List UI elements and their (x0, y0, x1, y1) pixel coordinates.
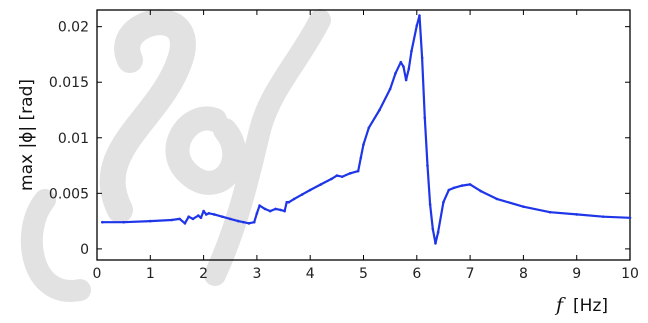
y-tick-label: 0.015 (49, 75, 89, 91)
data-point (191, 217, 195, 221)
data-point (415, 24, 419, 27)
data-point (274, 207, 277, 211)
x-tick-label: 10 (621, 266, 639, 282)
data-point (460, 184, 464, 187)
data-point (319, 183, 323, 186)
data-point (207, 212, 211, 215)
data-point (388, 87, 392, 91)
x-tick-label: 3 (252, 266, 261, 282)
x-axis-label-unit: [Hz] (573, 296, 608, 316)
data-point (575, 213, 578, 216)
data-point (522, 205, 525, 208)
data-point (359, 156, 363, 160)
data-point (468, 183, 472, 186)
data-point (212, 213, 216, 216)
data-point (410, 49, 413, 53)
series-layer (101, 14, 632, 245)
y-tick-label: 0.02 (58, 20, 89, 36)
data-point (283, 209, 286, 213)
data-point (149, 219, 152, 223)
watermark (20, 9, 331, 302)
data-point (431, 227, 435, 231)
data-point (356, 169, 360, 173)
x-tick-label: 2 (199, 266, 208, 282)
data-point (420, 56, 424, 60)
data-point (378, 108, 381, 112)
data-point (228, 217, 232, 221)
data-point (402, 65, 405, 68)
y-axis: 0 0.005 0.01 0.015 0.02 (49, 20, 630, 258)
data-point (183, 222, 187, 225)
x-tick-label: 0 (93, 266, 102, 282)
data-point (330, 177, 333, 181)
data-point (268, 209, 272, 213)
data-point (447, 188, 451, 192)
data-point (367, 126, 371, 130)
data-point (170, 218, 173, 222)
data-point (287, 200, 291, 204)
x-tick-label: 4 (306, 266, 315, 282)
data-point (236, 219, 240, 223)
x-tick-label: 6 (412, 266, 421, 282)
data-point (548, 210, 552, 214)
data-point (340, 175, 344, 178)
data-point (247, 222, 251, 225)
data-point (101, 220, 104, 224)
x-tick-label: 5 (359, 266, 368, 282)
data-point (242, 220, 245, 224)
data-point (602, 215, 605, 218)
x-axis: 0 1 2 3 4 5 6 7 8 9 10 (93, 10, 639, 282)
data-point (258, 204, 261, 207)
data-point (434, 242, 437, 245)
data-point (426, 164, 429, 167)
x-tick-label: 7 (466, 266, 475, 282)
data-point (479, 189, 483, 193)
data-point (335, 174, 339, 177)
data-point (292, 197, 296, 201)
data-point (220, 215, 224, 218)
data-point (263, 207, 267, 211)
data-point (279, 208, 283, 212)
x-axis-label-symbol: f (554, 294, 566, 316)
data-point (436, 230, 440, 234)
data-point (628, 216, 632, 220)
data-point (199, 216, 203, 220)
data-point (196, 214, 200, 217)
data-point (428, 203, 432, 206)
y-tick-label: 0.005 (49, 186, 89, 202)
data-point (255, 212, 259, 215)
data-point (407, 67, 411, 71)
data-point (442, 200, 445, 204)
y-tick-label: 0 (80, 242, 89, 258)
data-point (495, 197, 499, 201)
data-point (308, 188, 312, 192)
data-point (418, 14, 421, 17)
data-point (252, 220, 256, 224)
y-axis-label: max |ϕ| [rad] (17, 79, 37, 191)
data-point (178, 217, 181, 221)
data-point (362, 143, 365, 146)
x-tick-label: 1 (146, 266, 155, 282)
x-tick-label: 9 (572, 266, 581, 282)
data-point (187, 215, 190, 218)
data-point (348, 172, 352, 175)
data-point (300, 193, 304, 196)
x-axis-label: f [Hz] (554, 294, 608, 316)
data-point (404, 78, 408, 82)
data-point (452, 186, 456, 190)
data-point (399, 60, 403, 64)
y-tick-label: 0.01 (58, 131, 89, 147)
series-line (102, 14, 631, 245)
data-point (204, 213, 208, 216)
x-tick-label: 8 (519, 266, 528, 282)
data-point (423, 116, 427, 120)
data-point (122, 220, 125, 224)
data-point (202, 209, 205, 213)
data-point (285, 200, 289, 204)
data-point (394, 72, 397, 75)
